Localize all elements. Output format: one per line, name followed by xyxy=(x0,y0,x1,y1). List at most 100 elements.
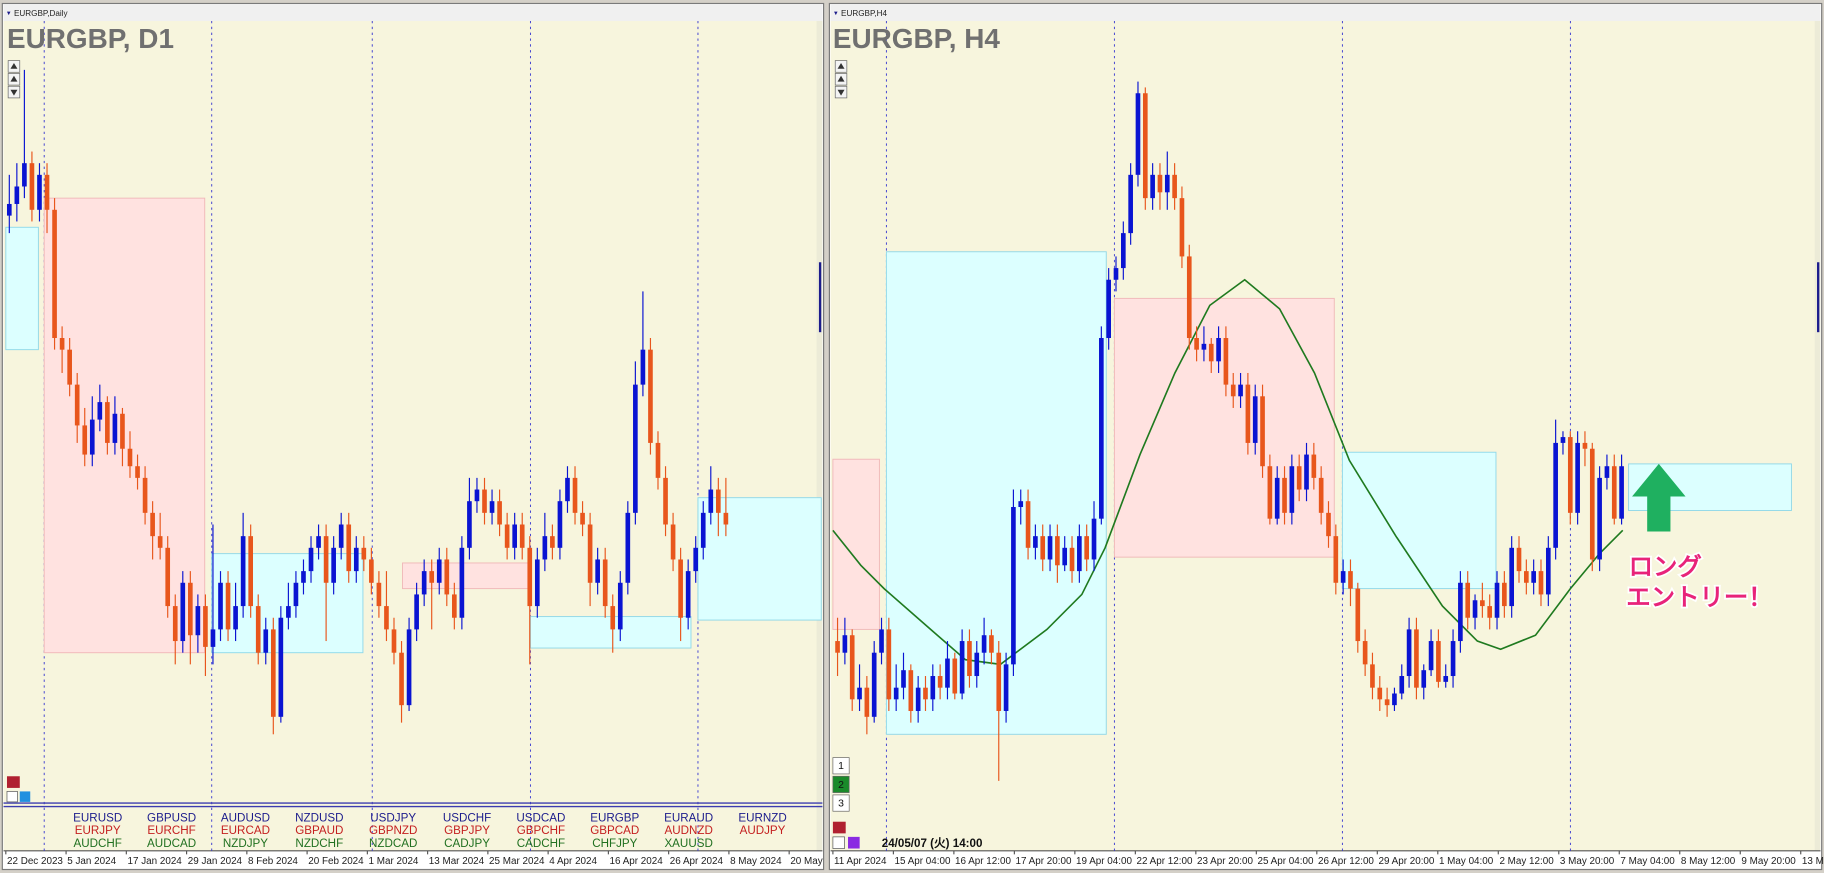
symbol[interactable]: GBPAUD xyxy=(295,824,343,837)
candle-body xyxy=(1524,571,1529,583)
candle-body xyxy=(1260,396,1265,467)
entry-arrow xyxy=(1632,463,1686,532)
zone-box xyxy=(832,458,880,630)
candle-body xyxy=(937,676,943,688)
cursor-time: 24/05/07 (火) 14:00 xyxy=(882,837,983,850)
candle-body xyxy=(901,670,906,688)
candle-body xyxy=(1560,437,1566,443)
candle-body xyxy=(1472,600,1478,618)
candle-body xyxy=(218,582,223,630)
scale-icon xyxy=(10,89,18,96)
tab-button[interactable] xyxy=(832,794,850,812)
x-tick-label: 29 Apr 20:00 xyxy=(1378,856,1434,867)
symbol[interactable]: EURAUD xyxy=(664,811,713,824)
symbol[interactable]: NZDCHF xyxy=(295,837,343,850)
close-button[interactable] xyxy=(6,776,20,788)
symbol[interactable]: NZDJPY xyxy=(223,837,268,850)
x-tick-label: 13 M xyxy=(1802,856,1824,867)
symbol[interactable]: AUDUSD xyxy=(221,811,270,824)
tab-label[interactable]: 3 xyxy=(838,798,844,809)
candle-body xyxy=(1142,93,1148,199)
zone-box xyxy=(211,553,364,654)
symbol[interactable]: AUDCHF xyxy=(74,837,122,850)
candle-body xyxy=(44,174,50,210)
scroll-edge xyxy=(1814,20,1821,851)
menu-arrow xyxy=(834,11,838,16)
candle-body xyxy=(421,571,427,595)
candle-body xyxy=(1340,571,1346,583)
symbol[interactable]: XAUUSD xyxy=(664,837,712,850)
x-tick-label: 1 May 04:00 xyxy=(1439,856,1494,867)
symbol[interactable]: GBPUSD xyxy=(147,811,196,824)
candle-body xyxy=(857,687,862,700)
candle-body xyxy=(82,425,88,455)
candle-body xyxy=(1106,279,1111,339)
x-tick-label: 17 Jan 2024 xyxy=(127,856,182,867)
x-tick-label: 13 Mar 2024 xyxy=(429,856,485,867)
x-tick-label: 2 May 12:00 xyxy=(1499,856,1554,867)
candle-body xyxy=(1252,396,1258,443)
tab-label[interactable]: 2 xyxy=(838,780,844,791)
symbol[interactable]: GBPJPY xyxy=(444,824,490,837)
candle-body xyxy=(1018,501,1024,508)
tab-label[interactable]: 1 xyxy=(838,761,844,772)
symbol[interactable]: EURUSD xyxy=(73,811,122,824)
candle-body xyxy=(908,670,914,711)
zone-box xyxy=(5,226,39,351)
tab-button[interactable] xyxy=(832,757,850,775)
scale-icon xyxy=(837,89,845,96)
candle-body xyxy=(1443,676,1449,682)
symbol[interactable]: USDJPY xyxy=(370,811,416,824)
scroll-edge xyxy=(816,20,823,851)
symbol[interactable]: EURGBP xyxy=(590,811,639,824)
x-tick-label: 17 Apr 20:00 xyxy=(1016,856,1072,867)
small-button[interactable] xyxy=(832,836,845,849)
candle-body xyxy=(429,571,435,583)
small-button[interactable] xyxy=(19,791,31,802)
symbol[interactable]: GBPCHF xyxy=(517,824,565,837)
symbol[interactable]: GBPCAD xyxy=(590,824,639,837)
candle-body xyxy=(1318,477,1324,513)
candle-body xyxy=(625,512,631,583)
candle-body xyxy=(1516,547,1522,572)
candle-body xyxy=(849,635,855,700)
candle-body xyxy=(1589,448,1595,560)
x-tick-label: 16 Apr 12:00 xyxy=(955,856,1011,867)
candle-body xyxy=(648,349,653,443)
zone-box xyxy=(697,497,822,621)
symbol[interactable]: AUDJPY xyxy=(740,824,786,837)
candle-body xyxy=(1120,233,1126,269)
symbol[interactable]: USDCHF xyxy=(443,811,491,824)
symbol[interactable]: CADCHF xyxy=(517,837,565,850)
symbol[interactable]: EURJPY xyxy=(75,824,121,837)
candle-body xyxy=(459,547,465,618)
symbol[interactable]: NZDCAD xyxy=(369,837,417,850)
symbol[interactable]: CADJPY xyxy=(444,837,490,850)
tab-button[interactable] xyxy=(832,775,850,793)
candle-body xyxy=(989,635,994,653)
candle-body xyxy=(1274,477,1280,519)
symbol[interactable]: USDCAD xyxy=(516,811,565,824)
symbol[interactable]: NZDUSD xyxy=(295,811,343,824)
candle-body xyxy=(915,687,921,711)
symbol[interactable]: CHFJPY xyxy=(592,837,637,850)
symbol[interactable]: AUDNZD xyxy=(664,824,712,837)
close-button[interactable] xyxy=(832,821,846,834)
candle-body xyxy=(1238,384,1243,397)
candle-body xyxy=(157,536,163,548)
candle-body xyxy=(655,442,661,478)
x-tick-label: 15 Apr 04:00 xyxy=(895,856,951,867)
small-button[interactable] xyxy=(6,791,18,803)
candle-body xyxy=(308,547,314,572)
symbol[interactable]: AUDCAD xyxy=(147,837,196,850)
candle-body xyxy=(255,606,261,653)
candle-body xyxy=(1355,588,1361,642)
candle-body xyxy=(127,448,133,467)
symbol[interactable]: GBPNZD xyxy=(369,824,417,837)
symbol[interactable]: EURNZD xyxy=(738,811,786,824)
candle-body xyxy=(376,582,382,607)
small-button[interactable] xyxy=(848,836,860,849)
x-tick-label: 4 Apr 2024 xyxy=(549,856,597,867)
symbol[interactable]: EURCAD xyxy=(221,824,270,837)
symbol[interactable]: EURCHF xyxy=(147,824,195,837)
